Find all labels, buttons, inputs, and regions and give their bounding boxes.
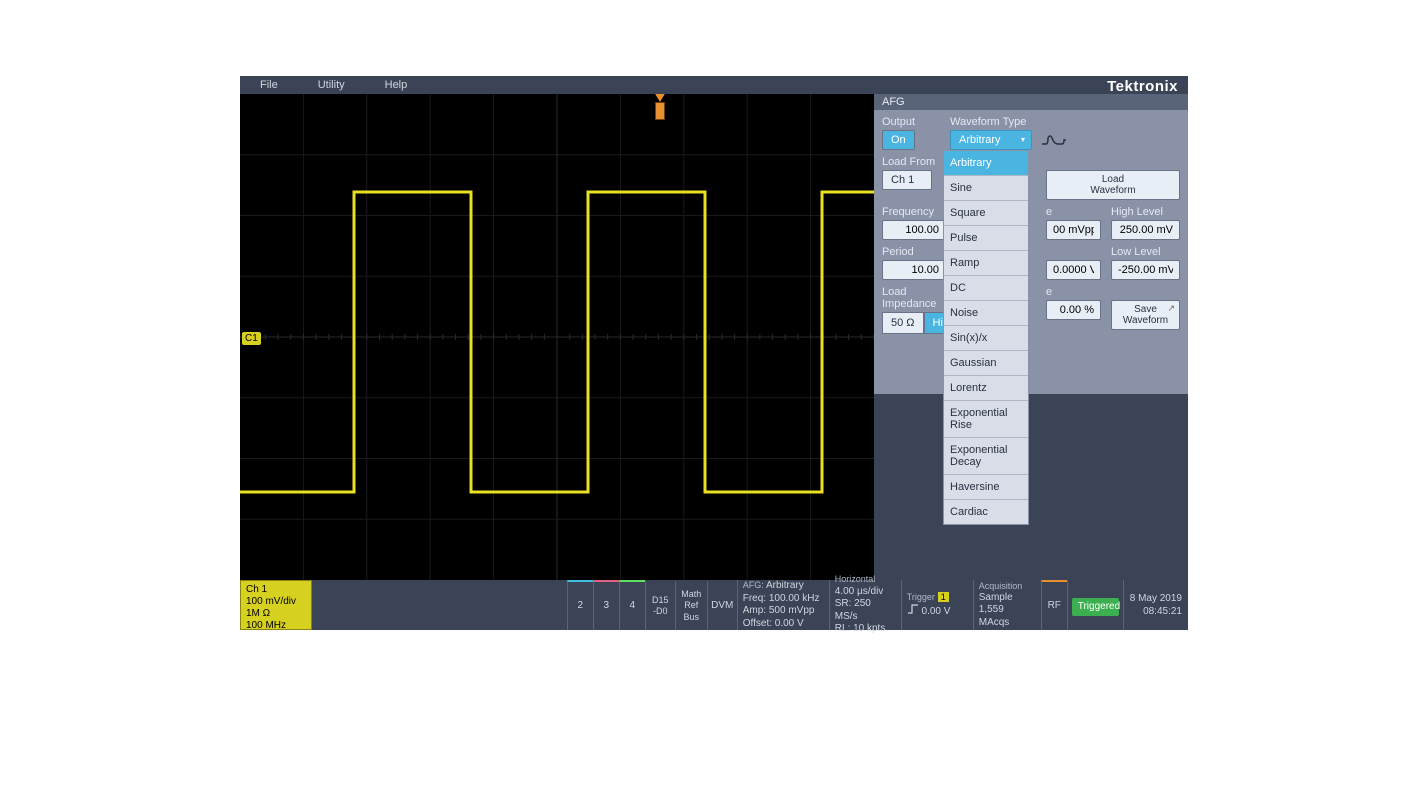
acquisition-status[interactable]: Acquisition Sample 1,559 MAcqs	[973, 580, 1041, 630]
dropdown-item-square[interactable]: Square	[944, 201, 1028, 226]
acq-mode: Sample	[979, 592, 1036, 605]
afg-status-type: Arbitrary	[766, 580, 804, 591]
output-label: Output	[882, 116, 940, 128]
dropdown-item-lorentz[interactable]: Lorentz	[944, 376, 1028, 401]
dropdown-item-ramp[interactable]: Ramp	[944, 251, 1028, 276]
channel-1-badge[interactable]: Ch 1 100 mV/div 1M Ω 100 MHz	[240, 580, 312, 630]
save-button-label: Save Waveform	[1123, 304, 1168, 326]
waveform-display[interactable]: C1	[240, 94, 874, 580]
menu-utility[interactable]: Utility	[298, 79, 365, 91]
bottom-status-bar: Ch 1 100 mV/div 1M Ω 100 MHz 2 3 4 D15 -…	[240, 580, 1188, 630]
afg-status-offset: Offset: 0.00 V	[743, 618, 824, 631]
save-spacer	[1111, 286, 1180, 298]
external-icon: ↗	[1167, 304, 1175, 314]
dropdown-item-exponential-rise[interactable]: Exponential Rise	[944, 401, 1028, 438]
output-toggle[interactable]: On	[882, 130, 915, 150]
triggered-badge: Triggered	[1072, 598, 1119, 617]
menubar: File Utility Help	[240, 76, 1188, 94]
frequency-field[interactable]	[882, 220, 946, 240]
acq-count: 1,559 MAcqs	[979, 604, 1036, 629]
load-impedance-label: Load Impedance	[882, 286, 952, 310]
trigger-title: Trigger	[907, 592, 935, 602]
brand-logo: Tektronix	[1107, 78, 1178, 95]
channel-2-button[interactable]: 2	[567, 580, 593, 630]
frequency-label: Frequency	[882, 206, 946, 218]
menu-file[interactable]: File	[240, 79, 298, 91]
waveform-type-dropdown[interactable]: ArbitrarySineSquarePulseRampDCNoiseSin(x…	[943, 150, 1029, 525]
run-state[interactable]: Triggered	[1067, 580, 1123, 630]
chevron-down-icon: ▾	[1021, 135, 1025, 144]
horiz-title: Horizontal	[835, 574, 896, 585]
oscilloscope-window: File Utility Help Tektronix C1 AFG Outpu…	[240, 76, 1188, 630]
afg-panel-title: AFG	[874, 94, 1188, 110]
math-ref-bus-button[interactable]: Math Ref Bus	[675, 580, 707, 630]
menu-help[interactable]: Help	[365, 79, 428, 91]
ch1-name: Ch 1	[246, 584, 306, 596]
impedance-50-button[interactable]: 50 Ω	[882, 312, 924, 334]
dropdown-item-exponential-decay[interactable]: Exponential Decay	[944, 438, 1028, 475]
datetime: 8 May 2019 08:45:21	[1123, 580, 1188, 630]
trigger-status[interactable]: Trigger 1 0.00 V	[901, 580, 973, 630]
dropdown-item-sin-x-x[interactable]: Sin(x)/x	[944, 326, 1028, 351]
duty-field[interactable]	[1046, 300, 1101, 320]
digital-channels-button[interactable]: D15 -D0	[645, 580, 675, 630]
amplitude-label: e	[1046, 206, 1101, 218]
ch1-impedance: 1M Ω	[246, 608, 306, 620]
trigger-source-badge: 1	[938, 592, 949, 602]
low-level-label: Low Level	[1111, 246, 1180, 258]
dropdown-item-dc[interactable]: DC	[944, 276, 1028, 301]
rf-button[interactable]: RF	[1041, 580, 1067, 630]
date: 8 May 2019	[1130, 592, 1182, 605]
dropdown-item-gaussian[interactable]: Gaussian	[944, 351, 1028, 376]
time: 08:45:21	[1130, 605, 1182, 618]
waveform-trace	[240, 94, 874, 580]
period-field[interactable]	[882, 260, 946, 280]
high-level-field[interactable]	[1111, 220, 1180, 240]
trigger-handle-icon	[655, 102, 665, 120]
channel-4-button[interactable]: 4	[619, 580, 645, 630]
afg-panel: AFG Output On Waveform Type Arbitrary ▾	[874, 94, 1188, 394]
horiz-rl: RL: 10 kpts	[835, 623, 896, 636]
save-waveform-button[interactable]: Save Waveform ↗	[1111, 300, 1180, 330]
amplitude-field[interactable]	[1046, 220, 1101, 240]
afg-status[interactable]: AFG: Arbitrary Freq: 100.00 kHz Amp: 500…	[737, 580, 829, 630]
period-label: Period	[882, 246, 946, 258]
horizontal-status[interactable]: Horizontal 4.00 µs/div SR: 250 MS/s RL: …	[829, 580, 901, 630]
load-from-label: Load From	[882, 156, 940, 168]
afg-status-freq: Freq: 100.00 kHz	[743, 593, 824, 606]
trigger-level: 0.00 V	[922, 606, 951, 617]
rising-edge-icon	[907, 604, 919, 614]
horiz-sr: SR: 250 MS/s	[835, 598, 896, 623]
channel-3-button[interactable]: 3	[593, 580, 619, 630]
dropdown-item-sine[interactable]: Sine	[944, 176, 1028, 201]
high-level-label: High Level	[1111, 206, 1180, 218]
afg-status-title: AFG:	[743, 580, 764, 590]
dropdown-item-pulse[interactable]: Pulse	[944, 226, 1028, 251]
dvm-button[interactable]: DVM	[707, 580, 737, 630]
dropdown-item-haversine[interactable]: Haversine	[944, 475, 1028, 500]
dropdown-item-noise[interactable]: Noise	[944, 301, 1028, 326]
horiz-scale: 4.00 µs/div	[835, 586, 896, 599]
waveform-preview-icon	[1040, 132, 1070, 148]
waveform-type-value: Arbitrary	[959, 134, 1001, 146]
duty-label: e	[1046, 286, 1101, 298]
low-level-field[interactable]	[1111, 260, 1180, 280]
acq-title: Acquisition	[979, 581, 1036, 592]
offset-field[interactable]	[1046, 260, 1101, 280]
down-arrow-icon	[654, 94, 666, 102]
load-from-select[interactable]: Ch 1	[882, 170, 932, 190]
offset-label	[1046, 246, 1101, 258]
dropdown-item-cardiac[interactable]: Cardiac	[944, 500, 1028, 524]
load-waveform-button[interactable]: Load Waveform	[1046, 170, 1180, 200]
channel-badge[interactable]: C1	[242, 332, 261, 345]
dropdown-item-arbitrary[interactable]: Arbitrary	[944, 151, 1028, 176]
ch1-scale: 100 mV/div	[246, 596, 306, 608]
trigger-position-marker[interactable]	[654, 94, 666, 120]
waveform-type-select[interactable]: Arbitrary ▾	[950, 130, 1032, 150]
ch1-bandwidth: 100 MHz	[246, 620, 306, 632]
waveform-type-label: Waveform Type	[950, 116, 1180, 128]
afg-status-amp: Amp: 500 mVpp	[743, 605, 824, 618]
